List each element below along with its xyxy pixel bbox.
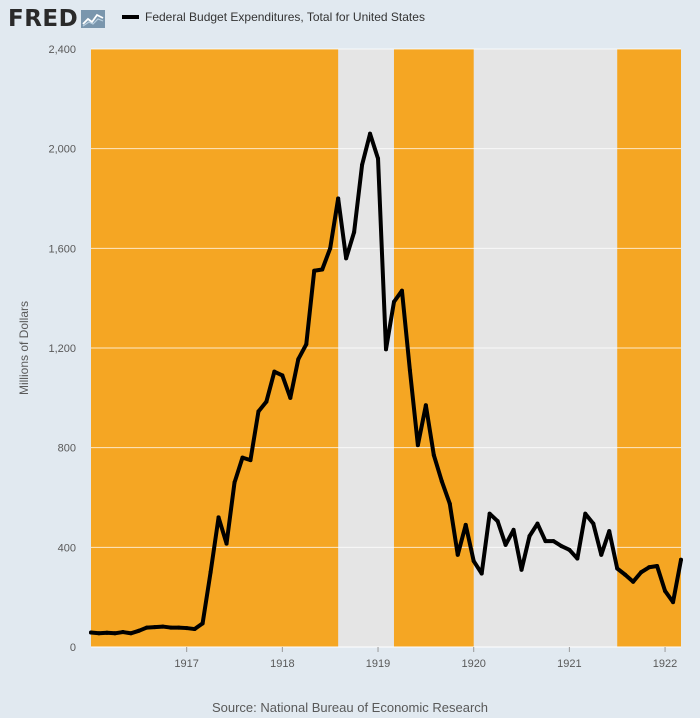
- data-point: [296, 357, 301, 362]
- source-note: Source: National Bureau of Economic Rese…: [211, 700, 489, 715]
- y-axis-label: Millions of Dollars: [17, 301, 31, 395]
- data-point: [551, 539, 556, 544]
- x-tick-label: 1917: [174, 658, 198, 670]
- data-point: [200, 621, 205, 626]
- data-point: [519, 567, 524, 572]
- data-point: [208, 570, 213, 575]
- data-point: [192, 627, 197, 632]
- data-point: [455, 552, 460, 557]
- x-tick-label: 1921: [557, 658, 581, 670]
- data-point: [168, 625, 173, 630]
- data-point: [320, 267, 325, 272]
- y-tick-label: 800: [58, 443, 76, 455]
- data-point: [575, 556, 580, 561]
- y-tick-label: 0: [70, 642, 76, 654]
- data-point: [495, 519, 500, 524]
- chart-line-icon: [81, 10, 106, 28]
- data-point: [615, 566, 620, 571]
- data-point: [663, 588, 668, 593]
- x-tick-label: 1920: [461, 658, 485, 670]
- data-point: [176, 625, 181, 630]
- data-point: [655, 564, 660, 569]
- data-point: [623, 572, 628, 577]
- legend-label: Federal Budget Expenditures, Total for U…: [145, 10, 425, 24]
- data-point: [439, 479, 444, 484]
- data-point: [240, 455, 245, 460]
- chart-legend: Federal Budget Expenditures, Total for U…: [122, 10, 425, 24]
- data-point: [376, 156, 381, 161]
- data-point: [360, 162, 365, 167]
- data-point: [639, 570, 644, 575]
- fred-header: FRED: [8, 6, 106, 32]
- data-point: [415, 443, 420, 448]
- data-point: [232, 480, 237, 485]
- x-tick-label: 1918: [270, 658, 294, 670]
- data-point: [559, 544, 564, 549]
- data-point: [248, 458, 253, 463]
- data-point: [463, 522, 468, 527]
- data-point: [384, 347, 388, 352]
- x-tick-label: 1919: [366, 658, 390, 670]
- data-point: [407, 368, 412, 373]
- data-point: [391, 299, 396, 304]
- data-point: [96, 631, 101, 636]
- data-point: [607, 529, 612, 534]
- data-point: [216, 515, 221, 520]
- data-point: [479, 571, 484, 576]
- data-point: [136, 628, 141, 633]
- data-point: [671, 600, 676, 605]
- data-point: [679, 557, 683, 562]
- data-point: [368, 131, 373, 136]
- data-point: [431, 453, 436, 458]
- y-tick-label: 2,400: [48, 44, 76, 56]
- data-point: [599, 552, 604, 557]
- data-point: [144, 625, 149, 630]
- data-point: [631, 579, 636, 584]
- data-point: [527, 534, 532, 539]
- data-point: [647, 565, 652, 570]
- y-tick-label: 1,200: [48, 343, 76, 355]
- data-point: [160, 624, 165, 629]
- data-point: [280, 373, 285, 378]
- data-point: [184, 626, 189, 631]
- y-tick-label: 2,000: [48, 144, 76, 156]
- data-point: [272, 369, 277, 374]
- data-point: [399, 288, 404, 293]
- data-point: [224, 541, 229, 546]
- data-point: [120, 630, 125, 635]
- data-point: [487, 511, 492, 516]
- data-point: [344, 256, 349, 261]
- y-tick-label: 1,600: [48, 243, 76, 255]
- fred-logo[interactable]: FRED: [8, 6, 79, 32]
- legend-swatch: [122, 15, 139, 19]
- y-tick-label: 400: [58, 542, 76, 554]
- data-point: [511, 527, 516, 532]
- data-point: [89, 630, 93, 635]
- data-point: [543, 539, 548, 544]
- data-point: [352, 230, 357, 235]
- data-point: [128, 631, 133, 636]
- data-point: [312, 268, 317, 273]
- data-point: [288, 395, 293, 400]
- data-point: [423, 403, 428, 408]
- x-tick-label: 1922: [653, 658, 677, 670]
- data-point: [264, 399, 269, 404]
- data-point: [471, 559, 476, 564]
- data-point: [328, 246, 333, 251]
- data-point: [112, 631, 117, 636]
- data-point: [503, 542, 508, 547]
- data-point: [336, 196, 341, 201]
- data-point: [535, 521, 540, 526]
- data-point: [447, 501, 452, 506]
- data-point: [591, 521, 596, 526]
- data-point: [152, 625, 157, 630]
- data-point: [567, 547, 572, 552]
- data-point: [583, 511, 588, 516]
- data-point: [304, 342, 309, 347]
- data-point: [256, 409, 261, 414]
- data-point: [104, 630, 109, 635]
